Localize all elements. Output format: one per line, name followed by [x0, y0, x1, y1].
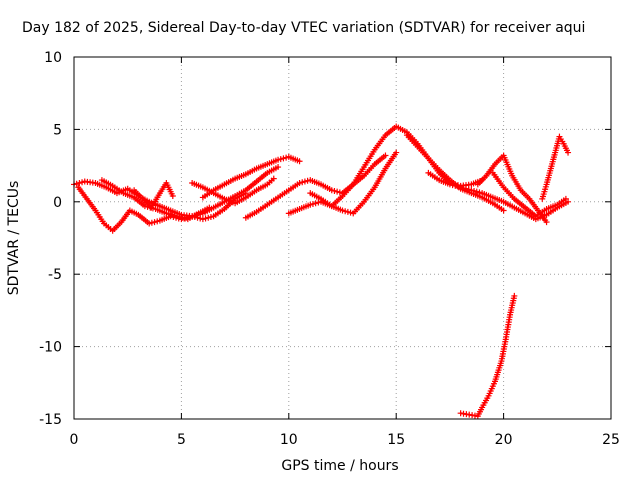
- data-point: [454, 183, 461, 190]
- data-point: [301, 178, 308, 185]
- series-track-3: [98, 177, 213, 223]
- data-point: [166, 211, 173, 218]
- data-layer: [71, 123, 572, 420]
- series-track-15: [457, 292, 518, 420]
- data-point: [449, 182, 456, 189]
- ticks-layer: 0 5 10 15 20 25 -15 -10 -5 0 5 10: [39, 50, 620, 448]
- series-track-7: [242, 152, 389, 221]
- x-tick-label: 5: [177, 432, 186, 448]
- data-point: [206, 204, 213, 211]
- data-point: [151, 219, 158, 226]
- data-point: [471, 187, 478, 194]
- data-point: [500, 207, 507, 214]
- data-point: [312, 200, 319, 207]
- data-point: [309, 200, 316, 207]
- y-tick-label: 0: [53, 195, 62, 211]
- series-track-14: [539, 133, 572, 202]
- data-point: [176, 214, 183, 221]
- data-point: [468, 187, 475, 194]
- data-point: [342, 208, 349, 215]
- chart-title: Day 182 of 2025, Sidereal Day-to-day VTE…: [22, 20, 585, 36]
- data-point: [202, 215, 209, 222]
- x-tick-label: 0: [70, 432, 79, 448]
- x-axis-label: GPS time / hours: [281, 458, 398, 474]
- data-point: [168, 211, 175, 218]
- data-point: [73, 180, 80, 187]
- grid-layer: [74, 57, 611, 419]
- data-point: [148, 219, 155, 226]
- data-point: [476, 189, 483, 196]
- data-point: [277, 156, 284, 163]
- data-point: [179, 214, 186, 221]
- data-point: [146, 220, 153, 227]
- data-point: [79, 179, 86, 186]
- data-point: [331, 187, 338, 194]
- data-point: [473, 188, 480, 195]
- data-point: [565, 149, 572, 156]
- data-point: [347, 209, 354, 216]
- data-point: [393, 149, 400, 156]
- series-track-4: [131, 179, 176, 211]
- x-tick-label: 20: [495, 432, 513, 448]
- data-point: [275, 164, 282, 171]
- series-track-13: [489, 169, 569, 220]
- data-point: [543, 219, 550, 226]
- y-tick-label: -10: [39, 340, 62, 356]
- data-point: [296, 179, 303, 186]
- data-point: [328, 187, 335, 194]
- data-point: [339, 207, 346, 214]
- data-point: [511, 292, 518, 299]
- data-point: [199, 216, 206, 223]
- data-point: [452, 182, 459, 189]
- x-tick-label: 10: [280, 432, 298, 448]
- y-tick-label: 5: [53, 122, 62, 138]
- data-point: [207, 214, 214, 221]
- data-point: [457, 184, 464, 191]
- data-point: [296, 158, 303, 165]
- data-point: [174, 213, 181, 220]
- series-track-6: [199, 153, 303, 201]
- data-point: [154, 218, 161, 225]
- y-tick-label: -5: [48, 267, 62, 283]
- plot-frame: [73, 56, 612, 420]
- y-axis-label: SDTVAR / TECUs: [6, 181, 22, 296]
- data-point: [336, 189, 343, 196]
- data-point: [334, 188, 341, 195]
- y-tick-label: -15: [39, 412, 62, 428]
- y-tick-label: 10: [44, 50, 62, 66]
- data-point: [307, 201, 314, 208]
- data-point: [460, 185, 467, 192]
- data-point: [465, 186, 472, 193]
- data-point: [76, 179, 83, 186]
- data-point: [169, 193, 176, 200]
- data-point: [171, 212, 178, 219]
- data-point: [344, 208, 351, 215]
- data-point: [280, 155, 287, 162]
- data-point: [163, 210, 170, 217]
- data-point: [270, 175, 277, 182]
- data-point: [463, 185, 470, 192]
- data-point: [562, 195, 569, 202]
- data-point: [275, 156, 282, 163]
- x-tick-label: 15: [387, 432, 405, 448]
- x-tick-label: 25: [602, 432, 620, 448]
- data-point: [382, 152, 389, 159]
- data-point: [446, 181, 453, 188]
- data-point: [299, 179, 306, 186]
- data-point: [205, 214, 212, 221]
